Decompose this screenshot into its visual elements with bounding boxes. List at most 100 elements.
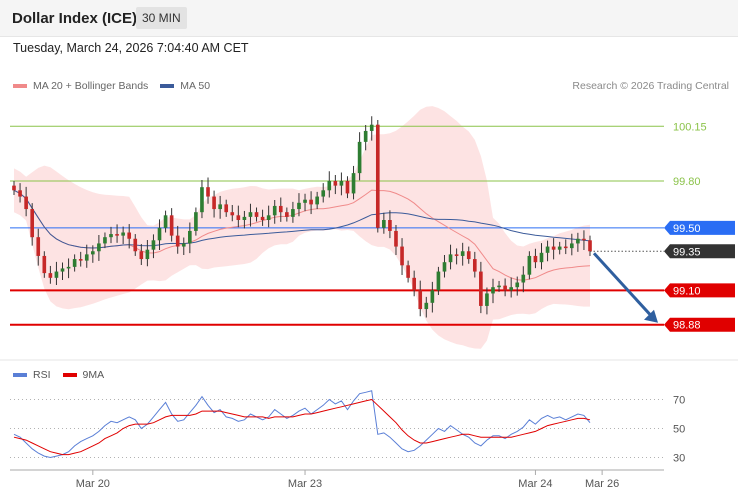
instrument-title: Dollar Index (ICE) — [12, 10, 138, 27]
candle-body — [60, 268, 65, 272]
candle-body — [12, 185, 16, 191]
candle — [503, 278, 507, 297]
candle-body — [30, 209, 35, 238]
candle — [278, 197, 283, 222]
candle — [442, 255, 447, 278]
candle — [285, 207, 289, 222]
candle — [291, 201, 295, 223]
candle-body — [327, 180, 332, 191]
candle-body — [133, 238, 138, 252]
candle-body — [78, 259, 83, 261]
candle-body — [169, 215, 174, 236]
candle — [315, 191, 319, 210]
candle — [563, 239, 568, 255]
candle — [576, 232, 580, 252]
candle — [485, 287, 489, 315]
candle-body — [18, 190, 22, 197]
candle-body — [466, 251, 471, 260]
candle-body — [260, 216, 265, 220]
candle-body — [248, 212, 253, 217]
candle — [557, 241, 562, 255]
candle-body — [551, 246, 556, 250]
candle-body — [236, 215, 241, 220]
candle — [418, 280, 423, 317]
candle — [303, 193, 307, 212]
price-label-99-50: 99.50 — [673, 223, 701, 235]
candle — [218, 195, 222, 219]
price-tag-99-50 — [664, 220, 735, 235]
candle — [30, 203, 35, 246]
candle — [181, 237, 186, 255]
candle — [533, 248, 538, 269]
candle — [460, 242, 465, 266]
candle-body — [163, 215, 168, 228]
ma20-swatch — [13, 84, 27, 88]
candle-body — [539, 252, 544, 263]
rsi-9ma-line — [13, 398, 591, 456]
candle — [527, 251, 532, 280]
candle-body — [206, 187, 210, 197]
candle-body — [188, 230, 192, 244]
9ma-swatch — [62, 373, 77, 377]
candle — [400, 238, 404, 275]
candle — [509, 277, 513, 298]
candle — [145, 240, 150, 267]
price-label-99-10: 99.10 — [673, 285, 701, 297]
candle-body — [357, 141, 362, 174]
candle — [188, 222, 192, 254]
candle-body — [339, 180, 344, 186]
candle — [97, 235, 101, 261]
candle — [24, 186, 28, 217]
candle-body — [309, 199, 313, 205]
candle-body — [545, 246, 550, 253]
candle — [369, 116, 374, 141]
candle — [157, 219, 162, 250]
candle-body — [533, 255, 538, 263]
legend-item-rsi: RSI — [13, 369, 51, 381]
candle-body — [200, 187, 204, 213]
rsi-legend: RSI 9MA — [13, 369, 110, 381]
candle — [127, 224, 132, 249]
candle-body — [351, 173, 356, 194]
candle — [200, 180, 204, 219]
candle — [309, 191, 313, 215]
candle — [539, 243, 544, 270]
candle-body — [576, 238, 580, 244]
moving-averages — [13, 189, 591, 281]
candle-body — [527, 255, 532, 275]
candle-body — [479, 271, 483, 306]
candle — [588, 235, 592, 256]
candle-body — [448, 254, 453, 263]
candle — [297, 193, 301, 217]
candle-body — [151, 240, 156, 250]
rsi-label: RSI — [33, 369, 51, 381]
candle-body — [563, 246, 568, 249]
price-tags: 100.15 99.80 99.50 99.35 99.10 98.88 — [664, 121, 735, 332]
candle — [406, 260, 410, 283]
candle — [479, 261, 483, 314]
timestamp: Tuesday, March 24, 2026 7:04:40 AM CET — [13, 41, 249, 55]
candle — [454, 248, 459, 265]
price-label-98-88: 98.88 — [673, 320, 701, 332]
candle — [448, 244, 453, 270]
candle — [103, 232, 107, 249]
candle-body — [97, 243, 101, 252]
candle-body — [394, 230, 398, 247]
candle — [351, 165, 356, 200]
candle-body — [272, 205, 277, 216]
candle-body — [569, 243, 574, 249]
candle-body — [84, 254, 89, 261]
candle — [551, 238, 556, 260]
interval-selector[interactable]: 30 MIN — [136, 7, 187, 29]
candle-body — [297, 202, 301, 210]
candle — [363, 125, 368, 151]
legend-item-ma50: MA 50 — [160, 80, 210, 92]
candle — [394, 225, 398, 255]
candle — [169, 208, 174, 242]
candle-body — [315, 196, 319, 205]
candle — [224, 199, 229, 217]
candle — [357, 132, 362, 181]
price-tag-99-10 — [664, 283, 735, 298]
ma50-line — [13, 189, 591, 249]
